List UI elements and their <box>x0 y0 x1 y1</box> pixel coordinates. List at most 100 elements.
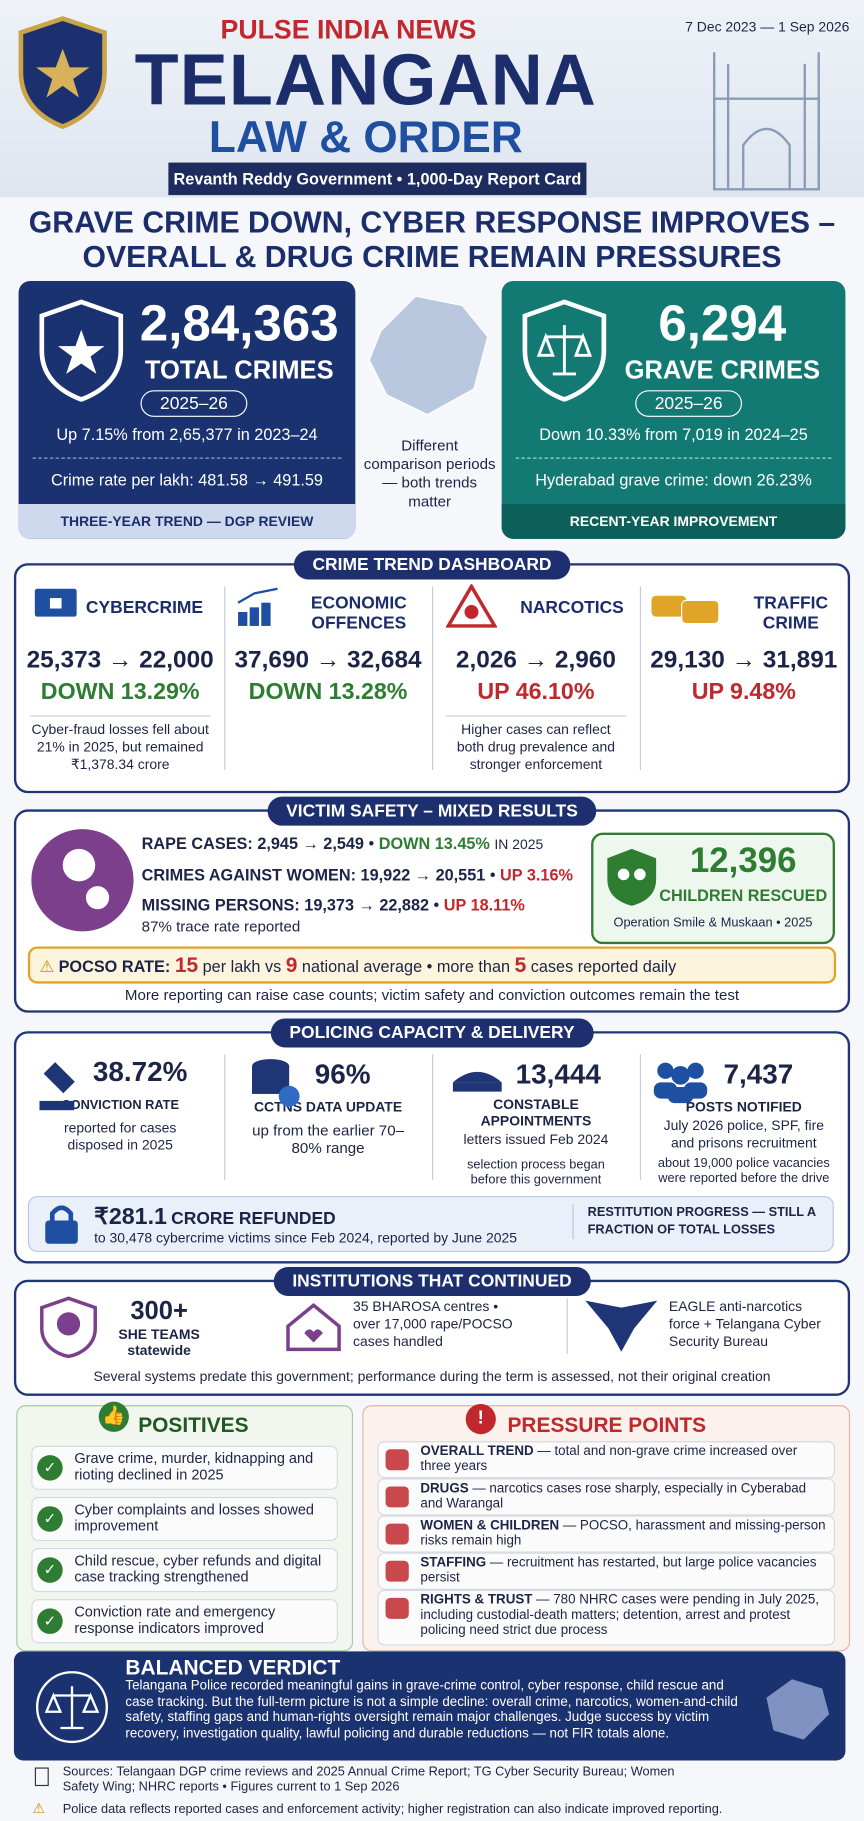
icon <box>445 584 498 628</box>
crime-rate: Crime rate per lakh: 481.58 → 491.59 <box>50 470 323 489</box>
label: RAPE CASES: <box>141 833 253 853</box>
mother-icon <box>31 829 134 932</box>
decoration <box>43 1062 75 1094</box>
check-icon: ✓ <box>37 1455 63 1481</box>
decoration <box>304 1329 323 1343</box>
grave-footer: RECENT-YEAR IMPROVEMENT <box>501 503 846 539</box>
figures: 19,373 → 22,882 <box>304 895 430 914</box>
dashboard: CRIME TREND DASHBOARD CYBERCRIME 25,373 … <box>13 550 851 794</box>
subtitle: LAW & ORDER <box>208 113 523 163</box>
name: TRAFFIC CRIME <box>753 593 829 633</box>
decoration <box>464 605 479 619</box>
value: 7,437 <box>723 1059 794 1091</box>
badge-icon <box>39 299 124 402</box>
decoration <box>639 1054 642 1180</box>
note: Several systems predate this government;… <box>93 1367 771 1385</box>
positive-item: ✓ Grave crime, murder, kidnapping and rio… <box>31 1445 338 1490</box>
note2: about 19,000 police vacancies were repor… <box>657 1156 830 1186</box>
section-title: POLICING CAPACITY & DELIVERY <box>270 1018 594 1048</box>
gavel-icon <box>39 1062 75 1111</box>
sources: Sources: Telangaan DGP crime reviews and… <box>62 1765 675 1795</box>
text: Conviction rate and emergency response i… <box>74 1603 276 1637</box>
note: July 2026 police, SPF, fire and prisons … <box>663 1117 824 1151</box>
section-title: INSTITUTIONS THAT CONTINUED <box>273 1266 591 1296</box>
victim-row: RAPE CASES: 2,945 → 2,549 • DOWN 13.45% … <box>141 833 544 853</box>
decoration <box>35 48 90 98</box>
note: reported for cases disposed in 2025 <box>64 1119 177 1154</box>
brand: PULSE INDIA NEWS <box>220 13 477 45</box>
total-period: 2025–26 <box>140 390 248 417</box>
text: WOMEN & CHILDREN — POCSO, harassment and… <box>420 1519 826 1549</box>
cap-icon <box>452 1071 502 1092</box>
decoration <box>45 1220 78 1244</box>
value: 13,444 <box>515 1059 601 1091</box>
institutions: INSTITUTIONS THAT CONTINUED 300+ SHE TEAM… <box>13 1266 851 1396</box>
icon <box>34 588 77 617</box>
charminar-icon <box>713 52 820 191</box>
verdict: BALANCED VERDICT Telangana Police record… <box>13 1651 846 1761</box>
check-icon: ✓ <box>37 1506 63 1532</box>
home-icon <box>286 1303 341 1352</box>
label: CRIMES AGAINST WOMEN: <box>141 865 357 884</box>
section-title: CRIME TREND DASHBOARD <box>293 550 571 580</box>
decoration: ⚠ <box>32 1799 46 1817</box>
decoration <box>32 457 342 459</box>
decoration <box>657 1062 674 1079</box>
label: MISSING PERSONS: <box>141 895 300 914</box>
decoration <box>687 1062 704 1079</box>
detail: — 780 NHRC cases were pending in July 20… <box>420 1593 819 1638</box>
headline-line: GRAVE CRIME DOWN, CYBER RESPONSE IMPROVE… <box>28 204 836 240</box>
headline: GRAVE CRIME DOWN, CYBER RESPONSE IMPROVE… <box>0 204 864 274</box>
children-card: 12,396 CHILDREN RESCUED Operation Smile … <box>591 832 835 945</box>
pressure-item: OVERALL TREND — total and non-grave crim… <box>377 1441 835 1479</box>
head: WOMEN & CHILDREN <box>420 1518 560 1533</box>
positives: 👍 POSITIVES ✓ Grave crime, murder, kidnap… <box>16 1401 354 1652</box>
decoration <box>607 848 657 906</box>
daily: 5 <box>514 953 527 977</box>
decoration <box>368 295 489 416</box>
figures: 29,130 → 31,891 <box>650 646 838 674</box>
icon <box>385 1523 409 1545</box>
text: DRUGS — narcotics cases rose sharply, es… <box>420 1482 826 1512</box>
text: OVERALL TREND — total and non-grave crim… <box>420 1445 826 1475</box>
note: Higher cases can reflect both drug preva… <box>445 715 626 773</box>
children-note: Operation Smile & Muskaan • 2025 <box>613 916 813 931</box>
head: OVERALL TREND <box>420 1444 534 1459</box>
map-icon <box>766 1679 830 1740</box>
hyderabad: Hyderabad grave crime: down 26.23% <box>535 470 812 489</box>
disclaimer: Police data reflects reported cases and … <box>62 1802 723 1817</box>
figures: 2,026 → 2,960 <box>455 646 616 674</box>
total-change: Up 7.15% from 2,65,377 in 2023–24 <box>56 425 318 444</box>
note: More reporting can raise case counts; vi… <box>124 985 740 1004</box>
decoration <box>667 1086 694 1104</box>
decoration <box>713 52 820 191</box>
icon <box>385 1597 409 1619</box>
figures: 25,373 → 22,000 <box>26 646 214 674</box>
detail: — total and non-grave crime increased ov… <box>420 1444 798 1474</box>
grave-card: 6,294 GRAVE CRIMES 2025–26 Down 10.33% f… <box>501 281 846 539</box>
section-title: VICTIM SAFETY – MIXED RESULTS <box>267 796 597 826</box>
victim-row: CRIMES AGAINST WOMEN: 19,922 → 20,551 • … <box>141 865 573 884</box>
section-title: POSITIVES <box>138 1413 249 1437</box>
lock-icon <box>45 1205 78 1244</box>
icon <box>651 595 720 625</box>
shield-icon <box>607 848 657 906</box>
decoration <box>238 602 271 626</box>
decoration <box>224 1054 226 1180</box>
icon <box>237 587 278 626</box>
decoration <box>34 1767 49 1787</box>
name: ECONOMIC OFFENCES <box>310 593 407 633</box>
verdict-text: Telangana Police recorded meaningful gai… <box>125 1679 738 1741</box>
text: SHE TEAMS statewide <box>118 1326 200 1359</box>
text: Child rescue, cyber refunds and digital … <box>74 1552 322 1586</box>
note2: selection process began before this gove… <box>467 1157 605 1187</box>
decoration <box>249 607 259 626</box>
decoration <box>653 1062 708 1104</box>
dash-item: ECONOMIC OFFENCES 37,690 → 32,684 DOWN 1… <box>224 582 432 779</box>
decoration <box>671 1066 690 1085</box>
dash-item: TRAFFIC CRIME 29,130 → 31,891 UP 9.48% <box>640 582 848 779</box>
label: POSTS NOTIFIED <box>685 1098 802 1115</box>
change: UP 46.10% <box>477 679 595 705</box>
